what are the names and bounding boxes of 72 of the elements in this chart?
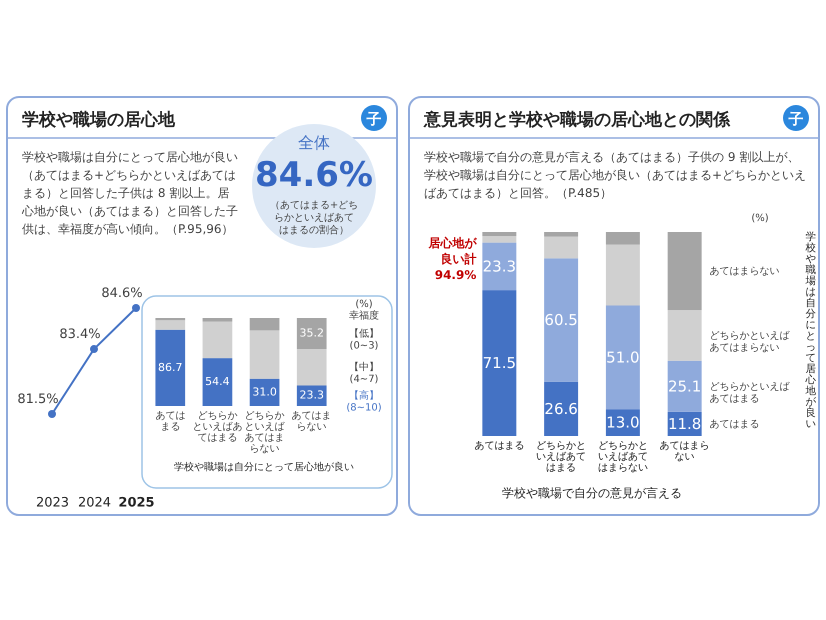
bar	[544, 236, 578, 258]
text: 子	[788, 110, 804, 128]
data-label: 60.5	[544, 311, 578, 330]
text: 【中】(4~7)	[349, 361, 379, 386]
data-label: 83.4%	[59, 327, 101, 342]
x-tick-label: どちらかといえばあてはまる	[536, 440, 586, 474]
text: 全体	[298, 133, 330, 152]
bar	[155, 320, 186, 330]
data-label: 54.4	[205, 375, 230, 388]
bar	[482, 290, 516, 436]
x-tick-label: あてはまる	[155, 410, 186, 432]
bar	[668, 232, 702, 310]
bar	[482, 236, 516, 243]
data-label: 25.1	[668, 377, 702, 396]
data-label: 71.5	[482, 354, 516, 372]
text: 子	[366, 110, 382, 128]
bar	[606, 305, 640, 410]
data-label: 11.8	[668, 414, 702, 433]
bar	[250, 318, 280, 330]
data-label: 23.3	[299, 388, 324, 402]
x-tick-label: どちらかといえばあてはまらない	[598, 440, 648, 474]
bar	[668, 310, 702, 361]
x-tick-label: どちらかといえばあてはまらない	[244, 410, 286, 454]
bar	[544, 232, 578, 236]
data-label: 81.5%	[17, 392, 59, 407]
series-label: あてはまらない	[710, 266, 780, 278]
bar	[296, 318, 327, 349]
bar	[250, 330, 280, 379]
bar	[202, 358, 232, 406]
x-axis-title: 学校や職場は自分にとって居心地が良い	[174, 461, 354, 473]
data-label: 84.6%	[101, 286, 143, 301]
text: 学校や職場は自分にとって居心地が良い	[806, 231, 816, 430]
x-tick-label: 2025	[118, 496, 155, 510]
x-tick-label: あてはまらない	[292, 410, 332, 432]
data-label: 35.2	[299, 326, 324, 340]
bar	[155, 330, 186, 406]
bar	[606, 232, 640, 244]
bar	[202, 318, 232, 322]
series-label: どちらかといえばあてはまらない	[710, 330, 791, 354]
text: (%)	[355, 299, 373, 310]
data-label: 86.7	[158, 360, 183, 374]
chart-title: 学校や職場の居心地	[22, 110, 176, 130]
series-label: どちらかといえばあてはまる	[710, 381, 791, 404]
series-label: 【高】(8~10)	[346, 390, 382, 414]
bar	[544, 258, 578, 382]
bar	[606, 244, 640, 306]
chart-subtitle: 学校や職場で自分の意見が言える（あてはまる）子供の 9 割以上が、学校や職場は自分にとって居心地が良い（あてはまる+どちらかといえばあてはまる）と回答。（P.485）	[424, 150, 806, 200]
data-label: 23.3	[482, 257, 516, 276]
x-tick-label: どちらかといえばあてはまる	[192, 410, 242, 444]
chart-subtitle: 学校や職場は自分にとって居心地が良い（あてはまる+どちらかといえばあてはまる）と回答した子供は 8 割以上。居心地が良い（あてはまる）と回答した子供は、幸福度が高い傾向。（P.95,96）	[21, 150, 238, 236]
bar	[202, 322, 232, 358]
text: （あてはまる+どちらかといえばあてはまるの割合）	[270, 200, 358, 236]
text: 84.6%	[255, 155, 373, 195]
bar	[482, 232, 516, 236]
data-label: 13.0	[606, 414, 640, 432]
x-tick-label: あてはまる	[474, 440, 524, 452]
x-tick-label: 2023	[36, 496, 70, 510]
x-tick-label: 2024	[78, 496, 112, 510]
bar	[296, 348, 327, 386]
chart-title: 意見表明と学校や職場の居心地との関係	[423, 110, 731, 130]
bar	[668, 360, 702, 412]
data-label: 31.0	[252, 385, 277, 398]
text: 【低】(0~3)	[349, 327, 379, 352]
data-label: 51.0	[606, 348, 640, 366]
bar	[250, 378, 280, 406]
data-label: 26.6	[544, 400, 578, 418]
text: (%)	[751, 213, 769, 224]
x-axis-title: 学校や職場で自分の意見が言える	[502, 486, 682, 500]
bar	[482, 242, 516, 290]
x-tick-label: あてはまらない	[660, 440, 710, 462]
legend-title: 幸福度	[349, 309, 379, 322]
bar	[544, 382, 578, 436]
